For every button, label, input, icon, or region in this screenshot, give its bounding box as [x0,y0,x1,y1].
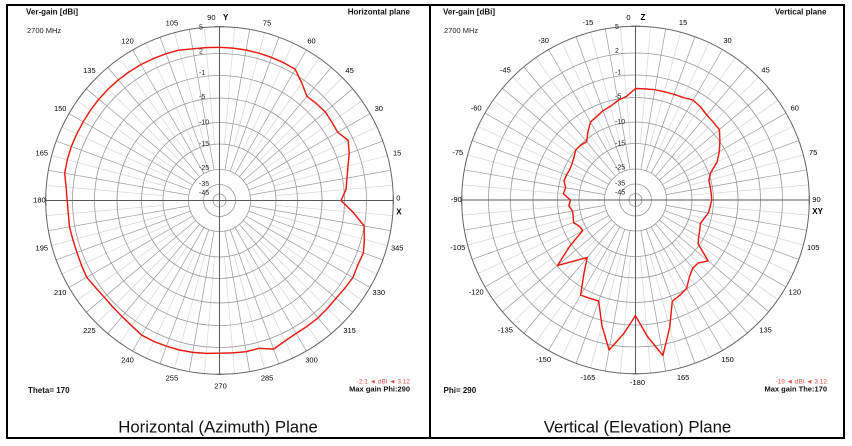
svg-text:300: 300 [305,355,318,364]
svg-text:-2.1 ◄ dBi ◄ 3.12: -2.1 ◄ dBi ◄ 3.12 [357,379,411,386]
svg-text:285: 285 [261,374,274,383]
svg-text:-1: -1 [199,70,205,77]
svg-text:X: X [396,208,402,217]
svg-text:165: 165 [36,148,49,157]
svg-text:Z: Z [641,13,646,22]
svg-text:2: 2 [199,49,203,56]
svg-text:270: 270 [214,382,227,391]
svg-text:2700 MHz: 2700 MHz [27,26,61,35]
svg-text:Ver-gain [dBi]: Ver-gain [dBi] [443,8,495,17]
svg-text:2: 2 [615,48,619,55]
svg-text:90: 90 [812,195,820,204]
svg-text:-15: -15 [582,18,593,27]
svg-text:150: 150 [54,104,67,113]
svg-text:-30: -30 [538,36,549,45]
svg-text:-25: -25 [199,165,209,172]
svg-text:75: 75 [263,18,271,27]
svg-text:-75: -75 [452,148,463,157]
svg-text:105: 105 [807,243,820,252]
svg-text:5: 5 [199,25,203,32]
svg-text:315: 315 [343,326,356,335]
svg-text:120: 120 [789,288,802,297]
svg-text:195: 195 [36,244,49,253]
svg-text:Ver-gain [dBi]: Ver-gain [dBi] [26,8,78,17]
svg-text:-60: -60 [471,104,482,113]
svg-text:Theta= 170: Theta= 170 [28,386,70,395]
svg-text:-135: -135 [498,326,513,335]
svg-text:0: 0 [626,13,630,22]
svg-text:75: 75 [809,148,817,157]
svg-text:225: 225 [83,326,96,335]
svg-text:Horizontal plane: Horizontal plane [348,8,411,17]
svg-text:-35: -35 [199,181,209,188]
svg-text:165: 165 [677,373,690,382]
svg-text:-180: -180 [630,378,645,387]
svg-text:150: 150 [721,355,734,364]
svg-text:-45: -45 [615,190,625,197]
svg-text:180: 180 [33,196,46,205]
svg-text:Max gain Phi:290: Max gain Phi:290 [349,385,410,394]
svg-text:15: 15 [393,148,401,157]
svg-text:-19 ◄ dBi ◄ 3.12: -19 ◄ dBi ◄ 3.12 [775,379,827,386]
svg-text:XY: XY [812,207,823,216]
svg-text:Y: Y [223,13,229,22]
svg-text:255: 255 [166,374,179,383]
svg-text:-10: -10 [615,119,625,126]
svg-text:-5: -5 [199,94,205,101]
svg-text:-35: -35 [615,181,625,188]
svg-text:-105: -105 [450,243,465,252]
svg-text:-25: -25 [615,165,625,172]
svg-text:135: 135 [83,66,96,75]
svg-text:90: 90 [207,13,215,22]
svg-text:30: 30 [375,104,383,113]
svg-text:5: 5 [615,24,619,31]
svg-text:-165: -165 [580,373,595,382]
svg-text:30: 30 [723,36,731,45]
svg-text:15: 15 [679,18,687,27]
svg-text:0: 0 [396,194,400,203]
svg-text:60: 60 [307,37,315,46]
svg-text:105: 105 [166,18,179,27]
svg-text:Vertical plane: Vertical plane [775,8,827,17]
svg-text:240: 240 [121,355,134,364]
svg-text:Max gain The:170: Max gain The:170 [764,385,827,394]
svg-text:-90: -90 [451,195,462,204]
svg-text:-15: -15 [199,141,209,148]
svg-text:-1: -1 [615,70,621,77]
svg-text:-120: -120 [469,288,484,297]
svg-text:-150: -150 [536,355,551,364]
svg-text:330: 330 [373,288,386,297]
svg-text:-10: -10 [199,120,209,127]
svg-text:-15: -15 [615,141,625,148]
svg-text:45: 45 [345,66,353,75]
svg-text:Vertical (Elevation) Plane: Vertical (Elevation) Plane [544,418,732,437]
svg-text:120: 120 [121,37,134,46]
svg-text:135: 135 [759,326,772,335]
svg-text:Horizontal (Azimuth) Plane: Horizontal (Azimuth) Plane [118,418,318,437]
svg-text:-5: -5 [615,94,621,101]
svg-text:-45: -45 [500,65,511,74]
svg-text:2700 MHz: 2700 MHz [444,26,478,35]
svg-text:-45: -45 [199,190,209,197]
svg-text:345: 345 [391,244,404,253]
svg-text:45: 45 [761,65,769,74]
svg-text:Phi= 290: Phi= 290 [444,386,477,395]
svg-text:210: 210 [54,288,67,297]
svg-text:60: 60 [791,104,799,113]
